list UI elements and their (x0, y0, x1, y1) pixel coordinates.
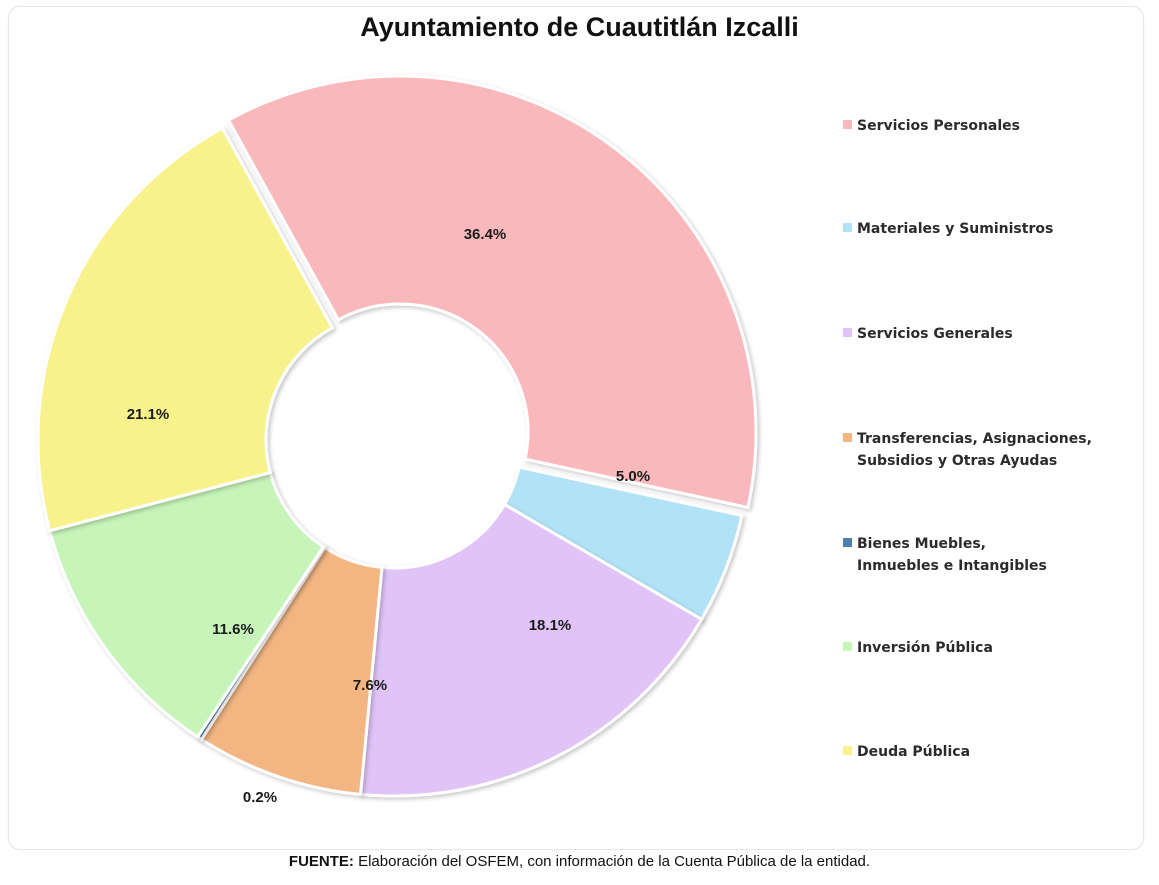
legend-swatch (843, 223, 852, 232)
legend-label: Servicios Personales (857, 118, 1020, 134)
data-label-inversion-publica: 11.6% (212, 621, 254, 638)
slice-inversion-publica (47, 470, 326, 740)
legend-label: Inversión Pública (857, 640, 993, 656)
legend-swatch (843, 433, 852, 442)
legend-item-deuda-publica: Deuda Pública (843, 741, 970, 763)
data-label-transferencias: 7.6% (353, 677, 387, 694)
source-text: Elaboración del OSFEM, con información d… (353, 853, 871, 870)
source-label: FUENTE: (288, 853, 354, 870)
legend-label: Materiales y Suministros (857, 221, 1054, 237)
legend-item-servicios-generales: Servicios Generales (843, 323, 1013, 345)
legend-label: Servicios Generales (857, 326, 1013, 342)
legend-item-materiales-y-suministros: Materiales y Suministros (843, 218, 1053, 240)
data-label-materiales-y-suministros: 5.0% (616, 468, 650, 485)
legend-swatch (843, 120, 852, 129)
source-note: FUENTE: Elaboración del OSFEM, con infor… (0, 853, 1159, 870)
data-label-deuda-publica: 21.1% (127, 406, 170, 423)
legend-label: Bienes Muebles, Inmuebles e Intangibles (857, 536, 1047, 574)
legend-swatch (843, 538, 852, 547)
legend-label: Deuda Pública (857, 744, 971, 760)
slice-deuda-publica (36, 125, 335, 533)
legend-item-transferencias: Transferencias, Asignaciones, Subsidios … (843, 428, 1092, 472)
chart-title: Ayuntamiento de Cuautitlán Izcalli (360, 12, 799, 42)
legend-item-inversion-publica: Inversión Pública (843, 637, 993, 659)
data-label-servicios-generales: 18.1% (529, 617, 572, 634)
slice-servicios-generales (358, 502, 704, 798)
legend-swatch (843, 328, 852, 337)
legend-swatch (843, 642, 852, 651)
legend-swatch (843, 746, 852, 755)
legend-item-bienes-muebles: Bienes Muebles, Inmuebles e Intangibles (843, 533, 1047, 577)
slice-servicios-personales (226, 74, 758, 510)
legend-label: Transferencias, Asignaciones, Subsidios … (857, 431, 1092, 469)
data-label-servicios-personales: 36.4% (464, 226, 507, 243)
legend-item-servicios-personales: Servicios Personales (843, 115, 1020, 137)
data-label-bienes-muebles: 0.2% (243, 789, 277, 806)
